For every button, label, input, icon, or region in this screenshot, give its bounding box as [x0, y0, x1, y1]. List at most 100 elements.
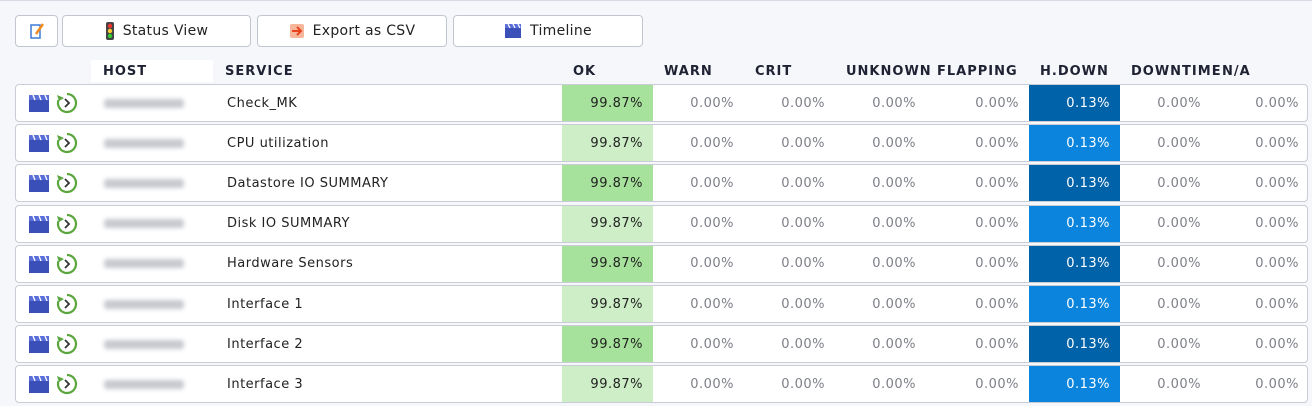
timeline-icon[interactable] — [28, 214, 50, 234]
percentage-cell: 0.00% — [781, 175, 825, 191]
percentage-cell: 0.00% — [1255, 175, 1299, 191]
traffic-light-icon — [105, 22, 114, 40]
status-view-button[interactable]: Status View — [62, 15, 251, 47]
host-redacted — [104, 219, 184, 229]
table-row: Disk IO SUMMARY 99.87% 0.00% 0.00% 0.00% 0.00… — [15, 204, 1308, 243]
percentage-cell: 0.00% — [781, 296, 825, 312]
reschedule-icon[interactable] — [56, 293, 78, 315]
row-actions — [16, 286, 92, 322]
reschedule-icon[interactable] — [56, 132, 78, 154]
table-row: Hardware Sensors 99.87% 0.00% 0.00% 0.00% 0.0… — [15, 244, 1308, 283]
column-header: HOST — [91, 60, 213, 82]
host-cell — [92, 125, 214, 161]
reschedule-icon[interactable] — [56, 253, 78, 275]
percentage-cell: 0.00% — [872, 216, 916, 232]
row-actions — [16, 85, 92, 121]
percentage-cell: 0.00% — [1157, 135, 1201, 151]
button-label: Export as CSV — [312, 23, 416, 39]
service-name: Interface 1 — [227, 296, 304, 312]
percentage-cell: 0.00% — [975, 296, 1019, 312]
percentage-cell: 99.87% — [562, 286, 653, 322]
percentage-cell: 0.00% — [1157, 256, 1201, 272]
row-actions — [16, 125, 92, 161]
column-header: UNKNOWN — [846, 63, 932, 79]
export-csv-button[interactable]: Export as CSV — [257, 15, 447, 47]
percentage-cell: 0.00% — [690, 216, 734, 232]
percentage-cell: 0.13% — [1029, 205, 1120, 242]
export-icon — [289, 24, 304, 38]
column-header: SERVICE — [225, 63, 294, 79]
host-redacted — [104, 299, 184, 309]
table-row: Interface 3 99.87% 0.00% 0.00% 0.00% 0.00% 0.1… — [15, 365, 1308, 404]
column-header: OK — [573, 63, 597, 79]
percentage-cell: 0.00% — [1255, 256, 1299, 272]
percentage-cell: 0.00% — [1157, 216, 1201, 232]
host-redacted — [104, 138, 184, 148]
header-spacer — [15, 60, 91, 82]
timeline-icon[interactable] — [28, 374, 50, 394]
percentage-cell: 0.00% — [975, 216, 1019, 232]
percentage-cell: 0.13% — [1029, 245, 1120, 282]
timeline-button[interactable]: Timeline — [453, 15, 643, 47]
column-header: N/A — [1222, 63, 1251, 79]
row-actions — [16, 206, 92, 242]
button-label: Timeline — [530, 23, 592, 39]
edit-button[interactable] — [15, 15, 58, 47]
host-redacted — [104, 339, 184, 349]
service-name: Interface 2 — [227, 336, 304, 352]
percentage-cell: 0.00% — [1255, 135, 1299, 151]
percentage-cell: 0.00% — [781, 336, 825, 352]
percentage-cell: 99.87% — [562, 85, 653, 121]
reschedule-icon[interactable] — [56, 333, 78, 355]
host-cell — [92, 286, 214, 322]
timeline-icon[interactable] — [28, 93, 50, 113]
reschedule-icon[interactable] — [56, 92, 78, 114]
percentage-cell: 0.00% — [781, 95, 825, 111]
percentage-cell: 0.00% — [1255, 336, 1299, 352]
timeline-icon[interactable] — [28, 254, 50, 274]
table-row: Interface 2 99.87% 0.00% 0.00% 0.00% 0.00% 0.1… — [15, 325, 1308, 364]
reschedule-icon[interactable] — [56, 213, 78, 235]
percentage-cell: 0.13% — [1029, 286, 1120, 322]
percentage-cell: 0.00% — [1157, 296, 1201, 312]
host-redacted — [104, 259, 184, 269]
percentage-cell: 99.87% — [562, 366, 653, 403]
reschedule-icon[interactable] — [56, 172, 78, 194]
percentage-cell: 0.00% — [781, 135, 825, 151]
edit-icon — [29, 23, 44, 39]
percentage-cell: 0.13% — [1029, 125, 1120, 162]
percentage-cell: 0.00% — [872, 135, 916, 151]
top-border — [0, 0, 1312, 1]
percentage-cell: 0.00% — [872, 376, 916, 392]
percentage-cell: 0.00% — [872, 256, 916, 272]
percentage-cell: 0.00% — [975, 336, 1019, 352]
column-header: H.DOWN — [1040, 63, 1109, 79]
percentage-cell: 99.87% — [562, 125, 653, 162]
percentage-cell: 0.00% — [975, 95, 1019, 111]
timeline-icon[interactable] — [28, 294, 50, 314]
row-actions — [16, 165, 92, 201]
percentage-cell: 0.00% — [975, 376, 1019, 392]
column-header: WARN — [664, 63, 713, 79]
service-name: Hardware Sensors — [227, 256, 354, 272]
timeline-icon[interactable] — [28, 334, 50, 354]
timeline-icon[interactable] — [28, 133, 50, 153]
percentage-cell: 99.87% — [562, 245, 653, 282]
percentage-cell: 0.00% — [1255, 216, 1299, 232]
column-header: DOWNTIME — [1131, 63, 1222, 79]
percentage-cell: 0.00% — [1255, 296, 1299, 312]
table-row: CPU utilization 99.87% 0.00% 0.00% 0.00% 0.00… — [15, 124, 1308, 163]
host-redacted — [104, 178, 184, 188]
host-cell — [92, 326, 214, 362]
timeline-icon[interactable] — [28, 173, 50, 193]
percentage-cell: 0.00% — [872, 95, 916, 111]
percentage-cell: 0.00% — [690, 175, 734, 191]
percentage-cell: 0.00% — [1157, 376, 1201, 392]
service-name: Datastore IO SUMMARY — [227, 175, 389, 191]
table-row: Check_MK 99.87% 0.00% 0.00% 0.00% 0.00% 0.13% 0… — [15, 84, 1308, 122]
column-header: CRIT — [755, 63, 793, 79]
percentage-cell: 0.00% — [1255, 95, 1299, 111]
percentage-cell: 0.00% — [1157, 336, 1201, 352]
reschedule-icon[interactable] — [56, 373, 78, 395]
